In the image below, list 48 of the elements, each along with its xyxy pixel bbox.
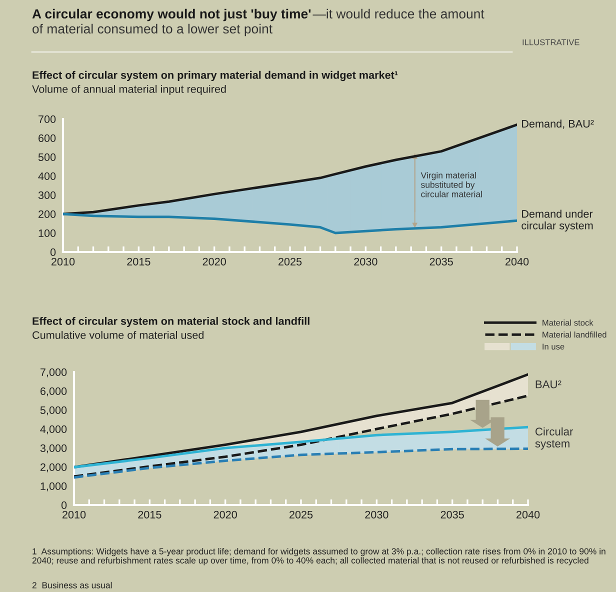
y-tick-label: 600 — [38, 134, 56, 142]
y-tick-label: 400 — [38, 172, 56, 180]
x-tick-label: 2020 — [202, 258, 226, 266]
text: —it would reduce the amount — [312, 8, 484, 19]
y-tick-label: 4,000 — [40, 425, 67, 434]
y-tick-label: 0 — [50, 248, 56, 256]
x-tick-label: 2015 — [127, 258, 150, 266]
y-tick-label: 7,000 — [40, 368, 67, 378]
annotation: BAU² — [536, 380, 562, 388]
chart-title: Effect of circular system on primary material demand in widget market¹ — [32, 70, 398, 82]
y-tick-label: 300 — [38, 191, 56, 200]
x-tick-label: 2035 — [440, 510, 464, 519]
text: In use — [542, 344, 564, 350]
y-tick-label: 6,000 — [40, 387, 67, 396]
x-tick-label: 2035 — [430, 258, 453, 266]
text: A circular economy would not just 'buy time' — [32, 8, 311, 22]
series-label: Demand under circular system — [522, 210, 593, 232]
y-tick-label: 2,000 — [40, 463, 67, 472]
chart-subtitle: Cumulative volume of material used — [32, 330, 204, 339]
y-tick-label: 700 — [38, 115, 56, 124]
annotation: Circular system — [535, 427, 574, 450]
chart-title: Effect of circular system on material stock and landfill — [32, 316, 310, 328]
chart-subtitle: Volume of annual material input required — [32, 84, 226, 96]
y-tick-label: 200 — [38, 210, 56, 218]
x-tick-label: 2010 — [51, 258, 75, 266]
series-label: Demand, BAU² — [522, 120, 594, 129]
x-tick-label: 2025 — [289, 510, 313, 519]
text: ILLUSTRATIVE — [522, 39, 580, 46]
x-tick-label: 2025 — [278, 258, 302, 266]
text: 2 Business as usual — [32, 582, 112, 588]
text: Material landfilled — [542, 331, 606, 338]
y-tick-label: 1,000 — [40, 482, 67, 492]
y-tick-label: 5,000 — [40, 406, 67, 416]
y-tick-label: 3,000 — [40, 444, 67, 454]
x-tick-label: 2010 — [62, 510, 86, 519]
x-tick-label: 2030 — [354, 258, 378, 266]
text: 1 Assumptions: Widgets have a 5-year product life; demand for widgets assumed to grow at 3% p.a.; collection rate rises from 0% in 2010 to 90% in 2040; reuse and refurbishment rates scale up over time, from 0% to 40% each; all collected material that is not reused or refurbished is recycled — [32, 548, 606, 566]
x-tick-label: 2040 — [505, 258, 529, 266]
annotation: Virgin material substituted by circular material — [420, 172, 482, 198]
y-tick-label: 0 — [61, 501, 67, 510]
x-tick-label: 2015 — [138, 510, 162, 519]
text: Material stock — [542, 320, 594, 326]
x-tick-label: 2040 — [516, 510, 540, 519]
y-tick-label: 100 — [38, 229, 56, 238]
x-tick-label: 2030 — [365, 510, 388, 519]
y-tick-label: 500 — [38, 153, 56, 162]
text: of material consumed to a lower set point — [32, 24, 272, 36]
x-tick-label: 2020 — [214, 510, 237, 519]
